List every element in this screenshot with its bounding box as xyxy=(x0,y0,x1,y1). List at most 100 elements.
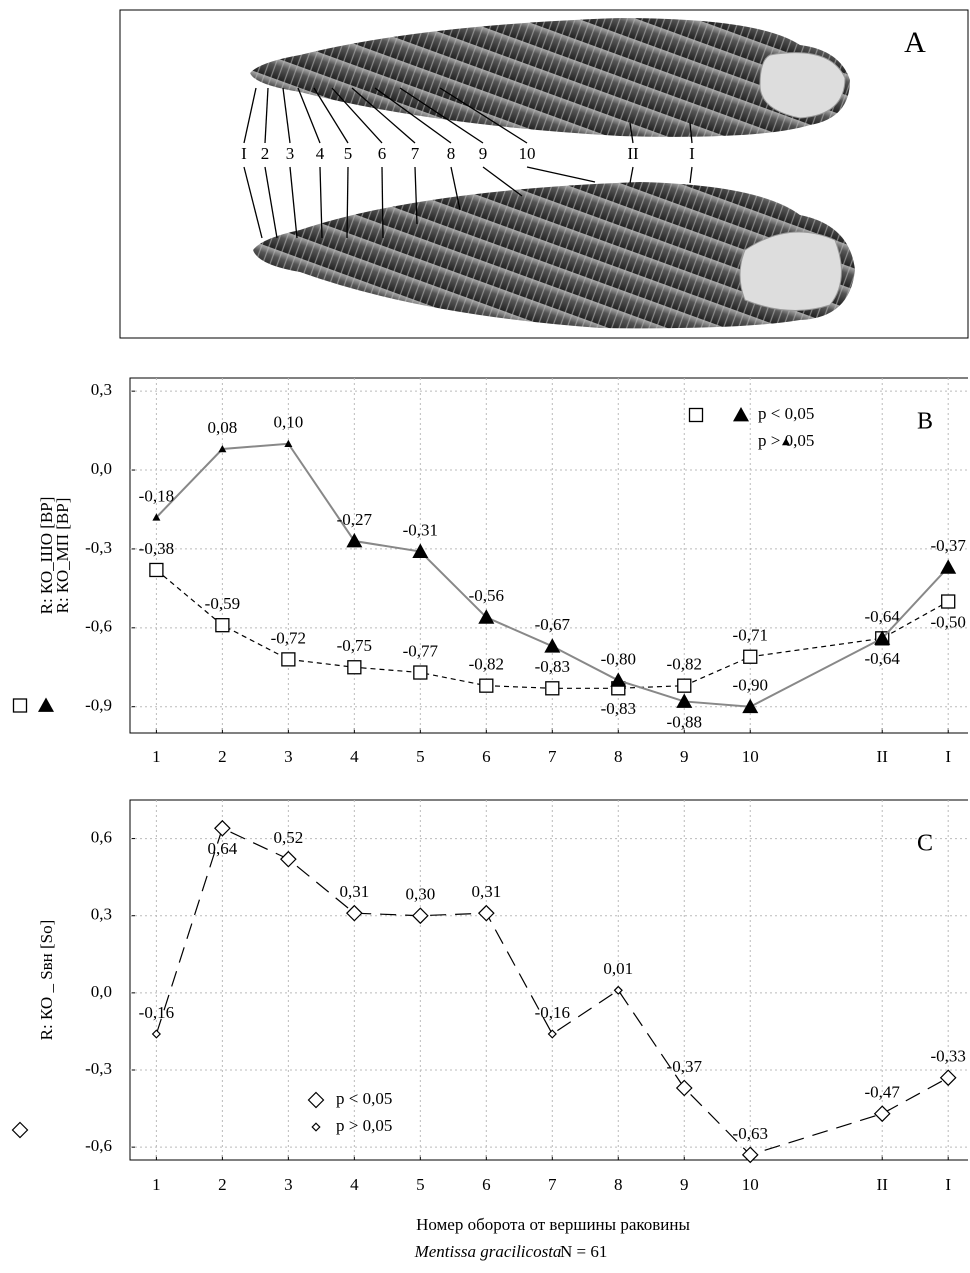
x-tick-label: 4 xyxy=(350,747,359,766)
legend-label: p > 0,05 xyxy=(758,431,814,450)
panel-label: B xyxy=(917,409,933,435)
legend-marker xyxy=(307,1091,325,1109)
marker xyxy=(280,850,297,868)
y-tick-label: -0,6 xyxy=(85,1136,112,1155)
data-label: -0,72 xyxy=(271,628,306,647)
marker xyxy=(547,1029,557,1039)
marker xyxy=(743,649,758,664)
y-tick-label: -0,3 xyxy=(85,538,112,557)
legend-label: p < 0,05 xyxy=(758,404,814,423)
arrow xyxy=(331,87,383,144)
marker xyxy=(411,907,429,925)
arrow-label: I xyxy=(689,144,695,163)
data-label: -0,27 xyxy=(337,510,373,529)
marker xyxy=(347,660,362,675)
y-tick-label: -0,9 xyxy=(85,696,112,715)
arrow-label: 7 xyxy=(411,144,420,163)
x-tick-label: 7 xyxy=(548,1175,557,1194)
data-label: 0,08 xyxy=(208,418,238,437)
data-label: -0,88 xyxy=(667,712,702,731)
arrow xyxy=(374,87,452,144)
data-label: -0,50 xyxy=(930,612,965,631)
x-tick-label: 3 xyxy=(284,747,293,766)
arrow xyxy=(526,166,596,183)
x-tick-label: 7 xyxy=(548,747,557,766)
legend-marker xyxy=(688,407,704,423)
marker xyxy=(544,638,561,653)
data-label: -0,64 xyxy=(865,607,901,626)
arrow-label: I xyxy=(241,144,247,163)
data-label: -0,82 xyxy=(667,655,702,674)
legend-label: p > 0,05 xyxy=(336,1116,392,1135)
arrow-label: II xyxy=(627,144,639,163)
marker xyxy=(676,693,693,708)
series-line xyxy=(155,442,949,708)
arrow-label: 5 xyxy=(344,144,353,163)
arrow xyxy=(243,166,263,239)
data-label: -0,47 xyxy=(865,1083,901,1102)
marker xyxy=(874,630,891,645)
data-label: -0,16 xyxy=(535,1003,570,1022)
arrow xyxy=(319,166,323,239)
legend-marker xyxy=(311,1122,321,1132)
arrow xyxy=(689,166,693,184)
data-label: 0,01 xyxy=(603,959,633,978)
arrow xyxy=(482,166,523,197)
marker xyxy=(940,559,957,574)
data-label: -0,67 xyxy=(535,615,571,634)
x-tick-label: 2 xyxy=(218,747,227,766)
axis-frame xyxy=(129,377,968,734)
legend-marker xyxy=(782,438,790,446)
legend-label: p < 0,05 xyxy=(336,1089,392,1108)
y-axis-title-marker xyxy=(11,1121,29,1139)
y-axis-title: R: КО_МП [BP] xyxy=(53,498,72,614)
marker xyxy=(939,1069,957,1087)
data-label: -0,83 xyxy=(601,699,636,718)
arrow xyxy=(289,166,298,239)
marker xyxy=(151,1029,161,1039)
arrow xyxy=(243,87,257,144)
arrow xyxy=(381,166,384,239)
y-tick-label: 0,0 xyxy=(91,982,112,1001)
data-label: -0,71 xyxy=(733,626,768,645)
x-tick-label: 3 xyxy=(284,1175,293,1194)
marker xyxy=(677,678,692,693)
data-label: -0,31 xyxy=(403,520,438,539)
data-label: -0,56 xyxy=(469,586,504,605)
arrow-label: 3 xyxy=(286,144,295,163)
marker xyxy=(478,609,495,624)
y-axis-title-marker xyxy=(12,698,28,713)
arrow xyxy=(399,87,484,144)
arrow xyxy=(346,166,349,239)
aperture-bottom xyxy=(739,231,842,311)
arrow xyxy=(264,166,278,239)
data-label: -0,75 xyxy=(337,636,372,655)
marker xyxy=(873,1105,891,1123)
marker xyxy=(545,681,560,696)
x-tick-label: 8 xyxy=(614,747,623,766)
x-tick-label: 8 xyxy=(614,1175,623,1194)
marker xyxy=(742,698,759,714)
y-tick-label: -0,6 xyxy=(85,617,112,636)
marker xyxy=(479,678,494,693)
axis-frame xyxy=(129,799,968,1161)
data-label: -0,90 xyxy=(733,676,768,695)
arrow xyxy=(264,87,269,144)
arrow xyxy=(297,87,321,144)
data-label: -0,64 xyxy=(865,649,901,668)
data-label: -0,83 xyxy=(535,657,570,676)
arrow xyxy=(450,166,461,211)
arrow-label: 2 xyxy=(261,144,270,163)
marker xyxy=(741,1146,759,1164)
y-tick-label: 0,3 xyxy=(91,380,112,399)
x-tick-label: 5 xyxy=(416,747,425,766)
arrow-label: 6 xyxy=(378,144,387,163)
data-label: -0,33 xyxy=(930,1047,965,1066)
arrow-label: 4 xyxy=(316,144,325,163)
panel-label: A xyxy=(904,26,926,59)
arrow-label: 10 xyxy=(519,144,536,163)
data-label: 0,52 xyxy=(273,828,303,847)
y-axis-title: R: КО_ШО [BP] xyxy=(37,497,56,615)
marker xyxy=(413,665,428,680)
marker xyxy=(345,904,363,922)
